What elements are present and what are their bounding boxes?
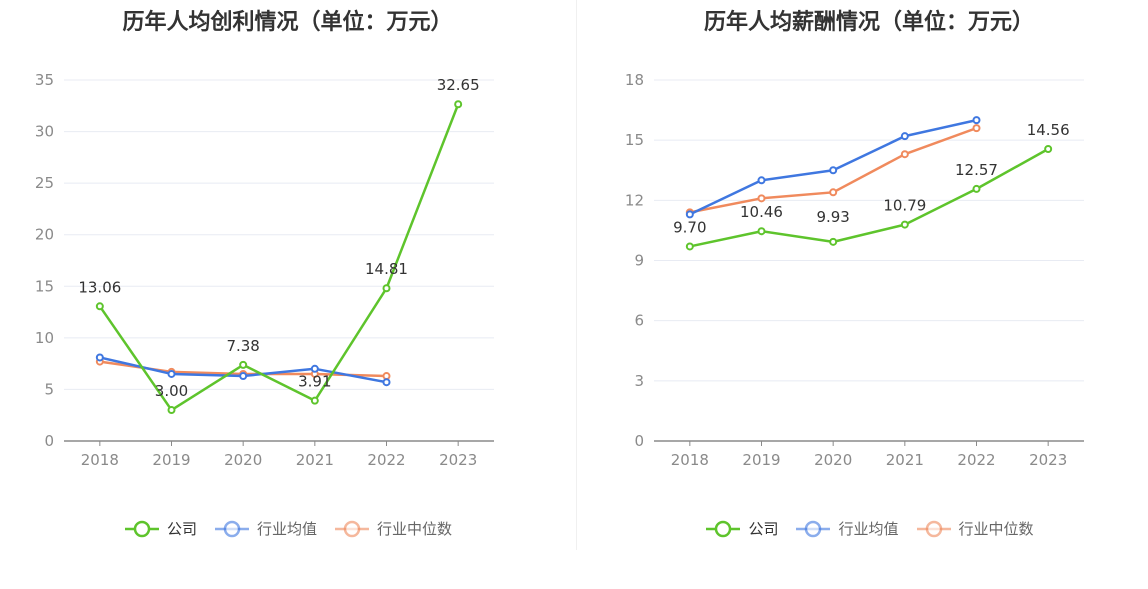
y-tick-label: 30 bbox=[35, 123, 54, 141]
y-tick-label: 25 bbox=[35, 174, 54, 192]
data-label: 32.65 bbox=[437, 76, 480, 94]
data-label: 7.38 bbox=[226, 337, 259, 355]
x-tick-label: 2022 bbox=[957, 451, 995, 469]
y-tick-label: 15 bbox=[35, 277, 54, 295]
legend-swatch-icon bbox=[214, 520, 249, 537]
legend-item[interactable]: 行业均值 bbox=[794, 518, 899, 539]
data-point[interactable] bbox=[95, 302, 104, 311]
data-point[interactable] bbox=[382, 284, 391, 293]
x-tick-label: 2021 bbox=[296, 451, 334, 469]
legend-label: 公司 bbox=[166, 520, 197, 538]
legend-item[interactable]: 公司 bbox=[123, 518, 197, 539]
data-point[interactable] bbox=[685, 242, 694, 251]
legend-label: 行业中位数 bbox=[958, 520, 1034, 538]
y-tick-label: 6 bbox=[634, 312, 644, 330]
legend-item[interactable]: 行业中位数 bbox=[915, 518, 1034, 539]
legend: 公司 行业均值 行业中位数 bbox=[0, 518, 575, 539]
data-point[interactable] bbox=[900, 150, 909, 159]
data-point[interactable] bbox=[95, 353, 104, 362]
series-line-0 bbox=[689, 147, 1049, 248]
data-point[interactable] bbox=[685, 210, 694, 219]
y-tick-label: 12 bbox=[625, 191, 644, 209]
divider bbox=[576, 0, 577, 550]
data-label: 9.93 bbox=[816, 208, 849, 226]
legend-swatch-icon bbox=[916, 520, 951, 537]
data-point[interactable] bbox=[757, 176, 766, 185]
data-point[interactable] bbox=[382, 372, 391, 381]
y-tick-label: 35 bbox=[35, 71, 54, 89]
data-point[interactable] bbox=[1044, 144, 1053, 153]
data-label: 14.81 bbox=[365, 260, 408, 278]
chart-title: 历年人均创利情况（单位：万元） bbox=[122, 10, 453, 35]
legend-label: 行业均值 bbox=[838, 520, 899, 538]
data-label: 12.57 bbox=[955, 161, 998, 179]
x-tick-label: 2022 bbox=[367, 451, 405, 469]
chart-title: 历年人均薪酬情况（单位：万元） bbox=[703, 10, 1034, 35]
data-point[interactable] bbox=[829, 237, 838, 246]
data-point[interactable] bbox=[167, 406, 176, 415]
x-tick-label: 2020 bbox=[224, 451, 262, 469]
y-tick-label: 20 bbox=[35, 226, 54, 244]
x-tick-label: 2023 bbox=[1029, 451, 1067, 469]
legend-swatch-icon bbox=[796, 520, 831, 537]
data-label: 10.79 bbox=[883, 197, 926, 215]
data-label: 14.56 bbox=[1027, 121, 1070, 139]
data-label: 9.70 bbox=[673, 218, 706, 236]
data-point[interactable] bbox=[829, 188, 838, 197]
data-label: 10.46 bbox=[740, 203, 783, 221]
legend-item[interactable]: 公司 bbox=[704, 518, 778, 539]
x-tick-label: 2018 bbox=[81, 451, 119, 469]
plot-area: 0 5 10 15 20 25 30 35 2018 2019 2020 2021 2022 2023 13… bbox=[35, 71, 494, 469]
legend-label: 行业中位数 bbox=[377, 520, 453, 538]
x-tick-label: 2023 bbox=[439, 451, 477, 469]
series-line-0 bbox=[98, 103, 460, 412]
data-point[interactable] bbox=[757, 194, 766, 203]
y-tick-label: 15 bbox=[625, 131, 644, 149]
legend-item[interactable]: 行业均值 bbox=[213, 518, 317, 539]
data-label: 13.06 bbox=[78, 278, 121, 296]
salary-per-capita-chart: 历年人均薪酬情况（单位：万元） 0 3 6 9 12 15 18 2018 2019 2020 20… bbox=[590, 0, 1148, 589]
data-point[interactable] bbox=[972, 116, 981, 125]
data-point[interactable] bbox=[454, 100, 463, 109]
data-label: 3.00 bbox=[155, 382, 188, 400]
data-point[interactable] bbox=[972, 124, 981, 133]
y-tick-label: 10 bbox=[35, 329, 54, 347]
x-tick-label: 2020 bbox=[814, 451, 852, 469]
data-point[interactable] bbox=[239, 372, 248, 381]
legend-swatch-icon bbox=[124, 520, 159, 537]
y-tick-label: 18 bbox=[625, 71, 644, 89]
data-point[interactable] bbox=[900, 220, 909, 229]
legend: 公司 行业均值 行业中位数 bbox=[590, 518, 1148, 539]
plot-area: 0 3 6 9 12 15 18 2018 2019 2020 2021 2022 2023 9.70 10… bbox=[625, 71, 1084, 469]
profit-per-capita-chart: 历年人均创利情况（单位：万元） 0 5 10 15 20 25 30 35 2018 2019 20… bbox=[0, 10, 575, 539]
legend-label: 行业均值 bbox=[256, 520, 317, 538]
x-tick-label: 2021 bbox=[886, 451, 924, 469]
data-point[interactable] bbox=[829, 166, 838, 175]
x-tick-label: 2018 bbox=[671, 451, 709, 469]
data-point[interactable] bbox=[239, 360, 248, 369]
data-point[interactable] bbox=[757, 227, 766, 236]
y-tick-label: 9 bbox=[634, 252, 644, 270]
data-point[interactable] bbox=[382, 378, 391, 387]
y-tick-label: 5 bbox=[44, 380, 54, 398]
y-tick-label: 0 bbox=[634, 432, 644, 450]
data-point[interactable] bbox=[972, 184, 981, 193]
data-point[interactable] bbox=[900, 132, 909, 141]
legend-swatch-icon bbox=[706, 520, 741, 537]
legend-item[interactable]: 行业中位数 bbox=[333, 518, 452, 539]
y-tick-label: 0 bbox=[44, 432, 54, 450]
y-tick-label: 3 bbox=[634, 372, 644, 390]
legend-label: 公司 bbox=[748, 520, 779, 538]
x-tick-label: 2019 bbox=[742, 451, 780, 469]
legend-swatch-icon bbox=[335, 520, 369, 537]
data-point[interactable] bbox=[310, 396, 319, 405]
data-label: 3.91 bbox=[298, 373, 331, 391]
x-tick-label: 2019 bbox=[152, 451, 190, 469]
data-point[interactable] bbox=[167, 369, 176, 378]
data-point[interactable] bbox=[310, 364, 319, 373]
